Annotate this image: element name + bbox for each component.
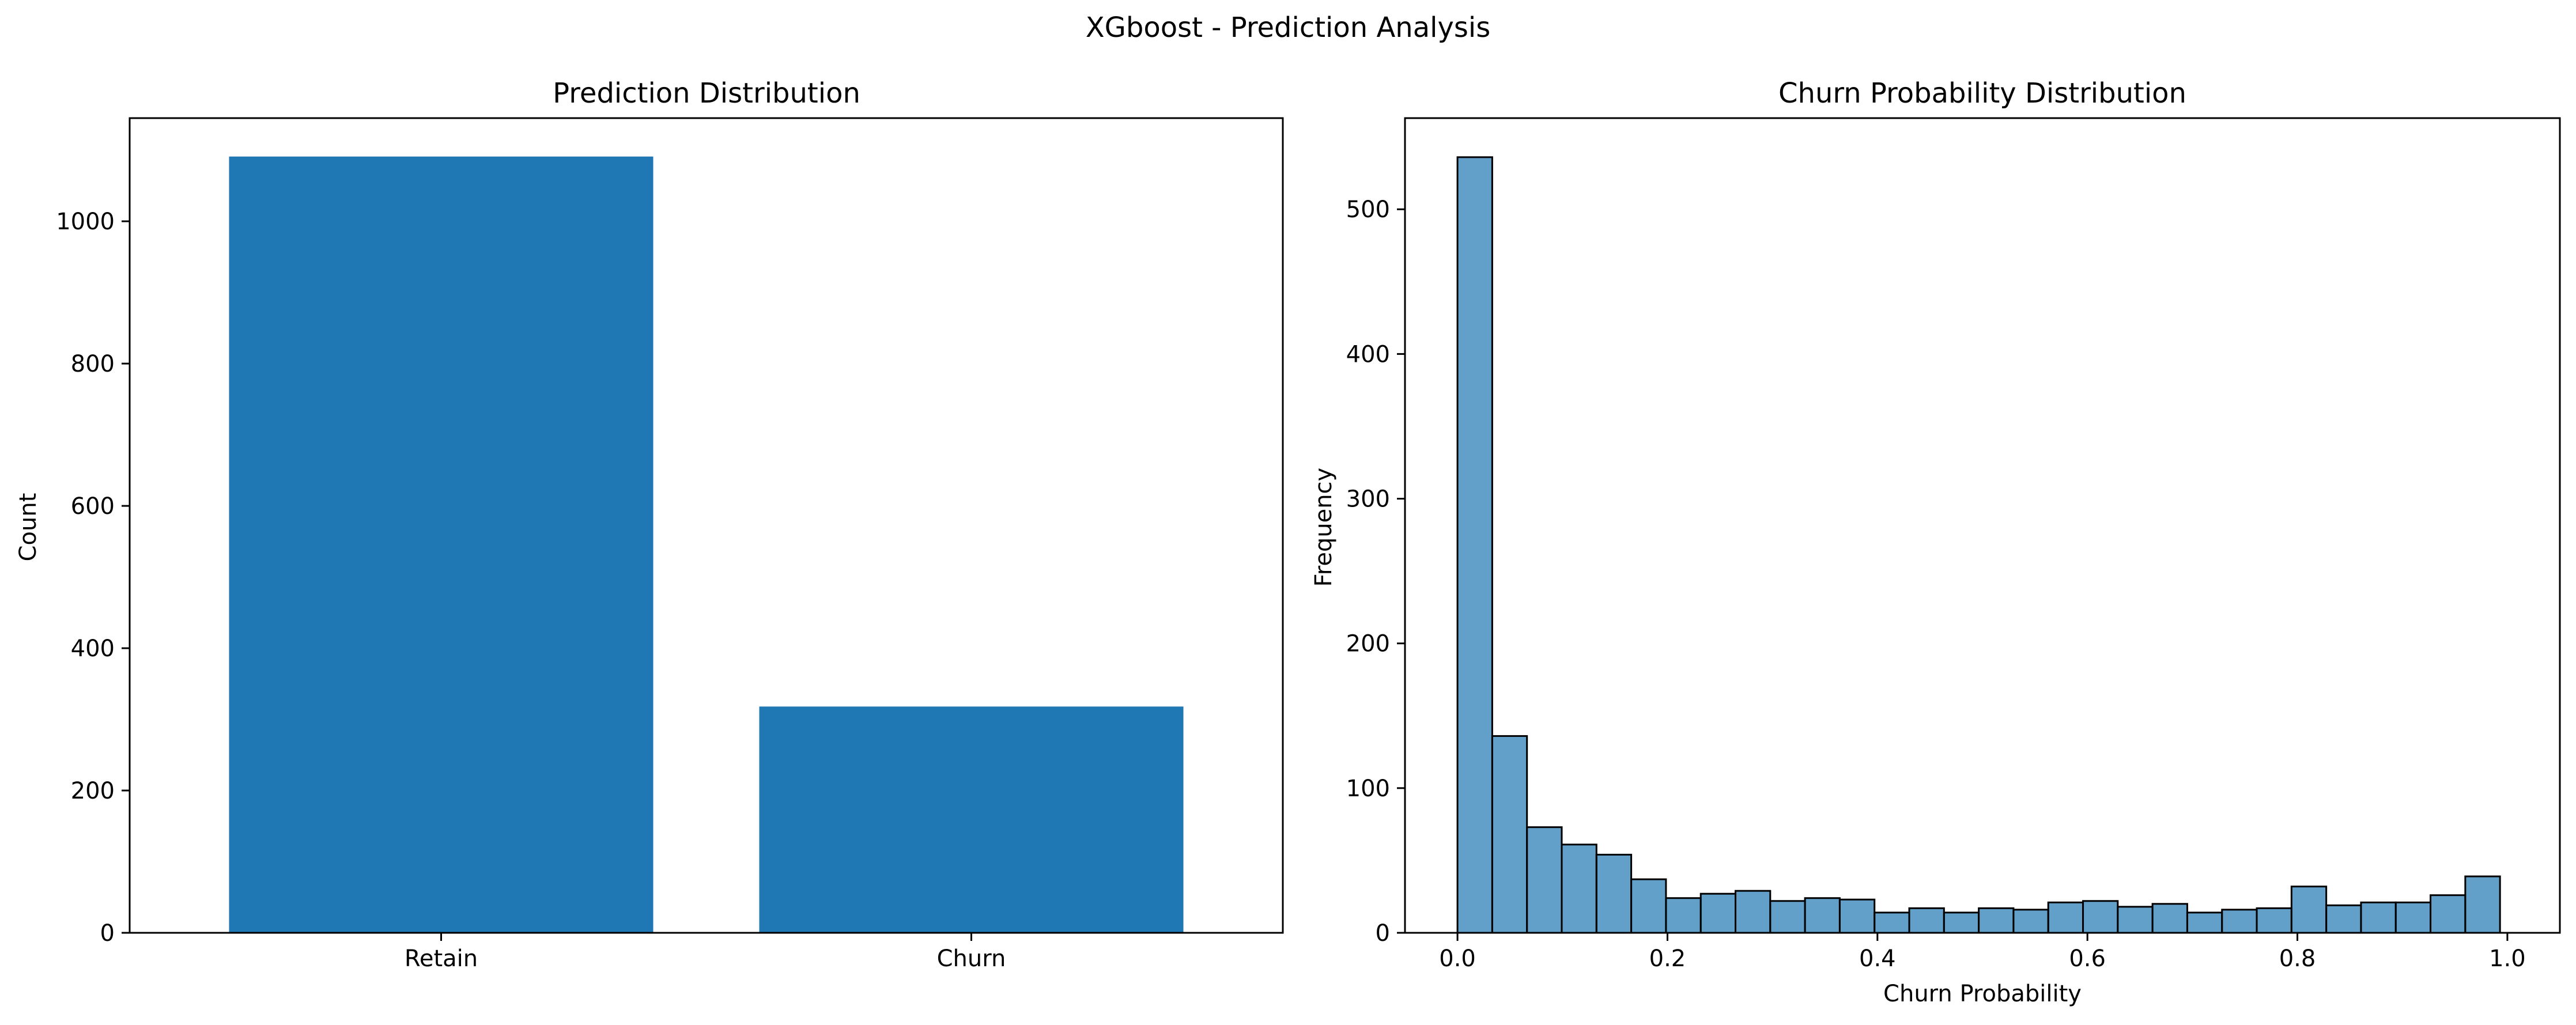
chart-title: Churn Probability Distribution (1778, 77, 2186, 109)
histogram-bin (1838, 898, 1876, 934)
histogram-bin (1526, 826, 1563, 934)
histogram-bin (2012, 909, 2049, 934)
y-tick-label: 0 (1376, 920, 1390, 947)
y-tick-label: 800 (71, 351, 115, 377)
histogram-bin (1978, 907, 2015, 934)
histogram-bin (1769, 900, 1806, 934)
histogram-bin (2290, 886, 2328, 934)
histogram-bin (2047, 901, 2084, 934)
x-ticks: 0.0 0.2 0.4 0.6 0.8 1.0 (1439, 933, 2526, 972)
histogram-bin (2117, 906, 2154, 934)
y-tick-label: 200 (71, 778, 115, 804)
histogram-bin (1665, 897, 1702, 934)
histogram-bin (1699, 892, 1737, 934)
x-tick-label: 0.0 (1439, 945, 1476, 972)
x-tick-label: 0.2 (1649, 945, 1686, 972)
x-axis-label: Churn Probability (1883, 981, 2082, 1007)
histogram-bin (1630, 878, 1667, 934)
churn-probability-chart: Churn Probability Distribution Frequency… (1310, 77, 2561, 1007)
histogram-bin (1561, 844, 1597, 934)
y-tick-label: 300 (1346, 486, 1390, 513)
histogram-bin (1943, 911, 1980, 934)
histogram-bin (2325, 904, 2362, 934)
histogram-bin (2360, 901, 2397, 934)
bar-retain (229, 156, 654, 933)
plot-frame (129, 117, 1284, 934)
figure-title: XGboost - Prediction Analysis (1086, 12, 1490, 44)
bars (1456, 156, 2501, 934)
histogram-bin (1491, 735, 1528, 934)
histogram-bin (1804, 897, 1841, 934)
x-tick-label: 1.0 (2489, 945, 2526, 972)
y-tick-label: 400 (71, 636, 115, 662)
y-tick-label: 600 (71, 493, 115, 520)
histogram-bin (2256, 907, 2292, 934)
y-tick-label: 500 (1346, 196, 1390, 223)
histogram-bin (2464, 875, 2501, 934)
histogram-bin (2394, 901, 2432, 934)
histogram-bin (1908, 907, 1945, 934)
y-axis-label: Count (15, 493, 41, 562)
histogram-bin (2430, 894, 2467, 934)
histogram-bin (1735, 890, 1772, 934)
x-tick-label: Retain (405, 945, 478, 972)
chart-title: Prediction Distribution (553, 77, 860, 109)
y-tick-label: 400 (1346, 341, 1390, 368)
y-tick-label: 100 (1346, 776, 1390, 802)
x-tick-label: 0.4 (1859, 945, 1896, 972)
y-ticks: 0 100 200 300 400 500 (1346, 196, 1405, 947)
histogram-bin (1595, 853, 1633, 934)
x-tick-label: Churn (937, 945, 1006, 972)
x-tick-label: 0.8 (2279, 945, 2316, 972)
y-tick-label: 0 (100, 920, 115, 947)
histogram-bin (2082, 900, 2119, 934)
histogram-bin (1874, 911, 1910, 934)
x-ticks: Retain Churn (405, 933, 1006, 972)
y-tick-label: 200 (1346, 631, 1390, 657)
y-ticks: 0 200 400 600 800 1000 (56, 209, 130, 947)
prediction-distribution-chart: Prediction Distribution Count 0 200 400 600… (15, 77, 1284, 972)
plot-frame (1404, 117, 2561, 934)
histogram-bin (2151, 903, 2188, 934)
x-tick-label: 0.6 (2069, 945, 2106, 972)
y-axis-label: Frequency (1310, 468, 1337, 587)
histogram-bin (2221, 909, 2258, 934)
bars (229, 156, 1184, 933)
y-tick-label: 1000 (56, 209, 115, 235)
histogram-bin (2186, 911, 2223, 934)
bar-churn (759, 706, 1184, 933)
histogram-bin (1456, 156, 1493, 934)
